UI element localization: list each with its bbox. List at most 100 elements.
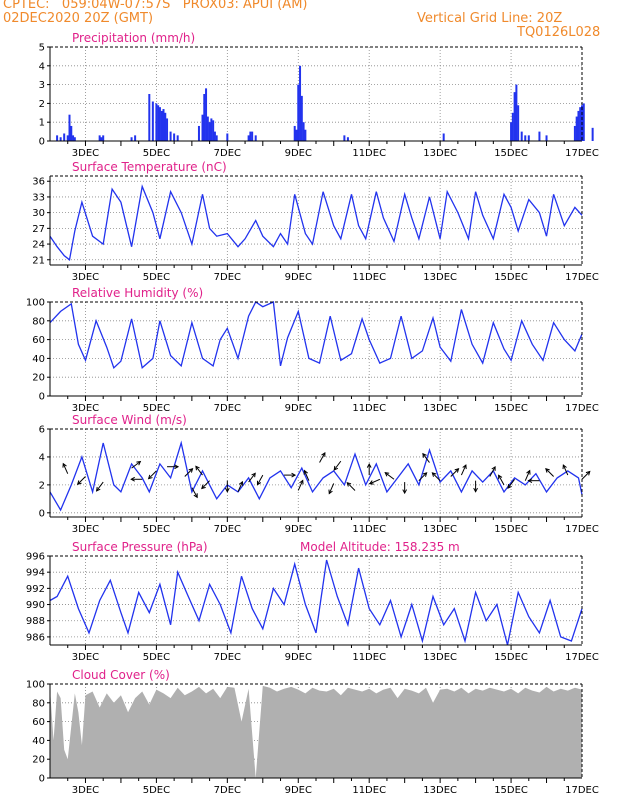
precip-bar [72, 135, 75, 141]
precip-bar [579, 107, 582, 141]
precip-bar [151, 101, 154, 141]
wind-arrow-head [95, 486, 101, 492]
y-tick-label: 990 [26, 600, 45, 611]
x-tick-label: 7DEC [214, 148, 241, 159]
wind-arrow [148, 470, 157, 480]
wind-arrow-head [527, 478, 533, 484]
precip-bar [208, 122, 211, 141]
precip-bar [68, 114, 71, 141]
y-tick-label: 24 [32, 240, 45, 251]
wind-arrow [297, 480, 304, 491]
wind-arrow-head [291, 472, 297, 478]
y-tick-label: 60 [32, 717, 45, 728]
precip-bar [510, 122, 513, 141]
x-tick-label: 9DEC [285, 403, 312, 414]
wind-arrow-head [545, 467, 550, 473]
precip-bar [343, 135, 346, 141]
y-tick-label: 36 [32, 177, 45, 188]
wind-arrow [191, 487, 198, 498]
wind-arrow-head [422, 452, 427, 458]
y-tick-label: 2 [39, 99, 45, 110]
series-line [49, 184, 583, 261]
precip-bar [254, 135, 257, 141]
wind-arrow [62, 463, 69, 474]
wind-arrow [498, 475, 505, 486]
wind-arrow-head [62, 462, 67, 468]
wind-arrow-head [136, 460, 142, 466]
precip-bar [169, 131, 172, 141]
precip-bar [63, 133, 66, 141]
x-tick-label: 5DEC [143, 524, 170, 535]
y-tick-label: 6 [39, 425, 45, 436]
precip-bar [538, 131, 541, 141]
y-tick-label: 60 [32, 335, 45, 346]
y-tick-label: 20 [32, 373, 45, 384]
wind-arrow-head [402, 489, 408, 495]
precip-bar [130, 137, 133, 141]
x-tick-label: 7DEC [214, 272, 241, 283]
wind-arrow-head [422, 472, 428, 477]
wind-arrow-head [193, 493, 198, 499]
precip-bar [517, 105, 520, 141]
x-tick-label: 15DEC [494, 785, 528, 796]
x-tick-label: 3DEC [72, 272, 99, 283]
y-tick-label: 30 [32, 208, 45, 219]
panel-annotation: Model Altitude: 158.235 m [300, 540, 460, 554]
wind-arrow-head [368, 480, 374, 485]
wind-arrow-head [188, 467, 194, 473]
series-line [49, 301, 583, 370]
x-tick-label: 9DEC [285, 524, 312, 535]
precip-bar [297, 84, 300, 141]
x-tick-label: 5DEC [143, 785, 170, 796]
y-tick-label: 80 [32, 698, 45, 709]
wind-arrow-head [333, 465, 339, 471]
x-tick-label: 3DEC [72, 148, 99, 159]
series-line [49, 559, 583, 646]
precip-bar [100, 137, 103, 141]
x-tick-label: 11DEC [352, 272, 386, 283]
wind-arrow [524, 470, 531, 481]
precip-bar [295, 129, 298, 141]
panel-title: Surface Temperature (nC) [72, 160, 227, 174]
wind-arrow [562, 464, 569, 476]
wind-arrow [384, 472, 395, 480]
y-tick-label: 4 [39, 61, 45, 72]
wind-arrow-head [346, 481, 352, 487]
x-tick-label: 15DEC [494, 403, 528, 414]
precip-bar [162, 109, 165, 141]
precip-bar [575, 116, 578, 141]
wind-arrow-head [526, 469, 531, 475]
wind-arrow [369, 478, 381, 485]
wind-arrow-head [224, 487, 230, 493]
x-tick-label: 3DEC [72, 524, 99, 535]
precip-bar [176, 135, 179, 141]
wind-arrow [545, 468, 554, 477]
precip-bar [158, 107, 161, 141]
x-tick-label: 9DEC [285, 652, 312, 663]
x-tick-label: 11DEC [352, 148, 386, 159]
panel-title: Surface Pressure (hPa) [72, 540, 208, 554]
wind-arrow [195, 465, 203, 476]
x-tick-label: 5DEC [143, 652, 170, 663]
header-right-line1: Vertical Grid Line: 20Z [417, 11, 563, 26]
header-left-line1: CPTEC: 059:04W-07:57S PROX03: APUI (AM) [3, 0, 308, 12]
x-tick-label: 3DEC [72, 785, 99, 796]
y-tick-label: 994 [26, 568, 45, 579]
wind-arrow [257, 474, 264, 485]
wind-arrow [328, 483, 335, 494]
precip-bar [513, 92, 516, 141]
y-tick-label: 40 [32, 354, 45, 365]
wind-arrow-head [498, 474, 503, 480]
wind-arrow-head [201, 484, 206, 490]
x-tick-label: 5DEC [143, 148, 170, 159]
x-tick-label: 13DEC [423, 403, 457, 414]
precip-bar [442, 133, 445, 141]
precip-bar [251, 131, 254, 141]
precip-bar [205, 88, 208, 141]
wind-arrow [201, 480, 210, 489]
header-left-line2: 02DEC2020 20Z (GMT) [3, 11, 154, 26]
y-tick-label: 0 [39, 137, 45, 148]
x-tick-label: 5DEC [143, 403, 170, 414]
wind-arrow-head [366, 463, 372, 468]
y-tick-label: 0 [39, 774, 45, 785]
